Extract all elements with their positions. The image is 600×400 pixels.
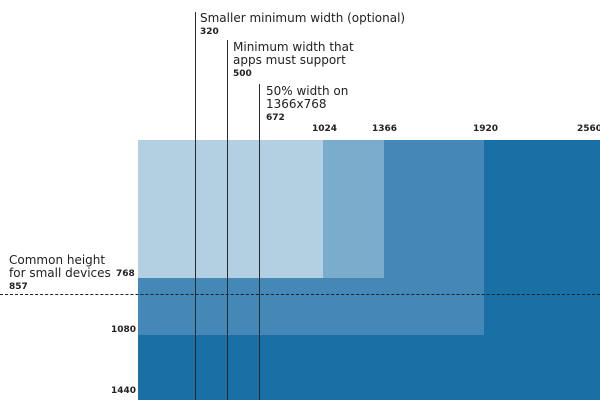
width-tick-2560: 2560 [577, 124, 600, 134]
height-tick-1440: 1440 [111, 386, 137, 396]
callout-label-line: Smaller minimum width (optional) [200, 11, 406, 25]
callout-value-500: 500 [233, 69, 252, 79]
common-height-label: Common height for small devices [9, 254, 111, 280]
callout-label-line: apps must support [233, 53, 346, 67]
callout-label-line: 50% width on [266, 84, 349, 98]
width-tick-1024: 1024 [312, 124, 338, 134]
callout-line-672 [259, 84, 260, 400]
callout-line-320 [195, 12, 196, 400]
height-tick-1080: 1080 [111, 325, 137, 335]
callout-label-500: Minimum width that apps must support [233, 41, 354, 67]
resolution-rect-1024x768 [138, 140, 323, 278]
callout-value-320: 320 [200, 27, 219, 37]
width-tick-1920: 1920 [473, 124, 499, 134]
common-height-value: 857 [9, 282, 28, 292]
callout-label-line: Minimum width that [233, 40, 354, 54]
common-height-label-line: Common height [9, 253, 106, 267]
callout-label-line: 1366x768 [266, 97, 327, 111]
width-tick-1366: 1366 [372, 124, 398, 134]
callout-label-320: Smaller minimum width (optional) [200, 12, 405, 25]
callout-label-672: 50% width on 1366x768 [266, 85, 348, 111]
height-tick-768: 768 [116, 269, 135, 279]
common-height-label-line: for small devices [9, 266, 111, 280]
callout-line-500 [227, 40, 228, 400]
callout-value-672: 672 [266, 113, 285, 123]
common-height-dashed-line [0, 294, 600, 295]
